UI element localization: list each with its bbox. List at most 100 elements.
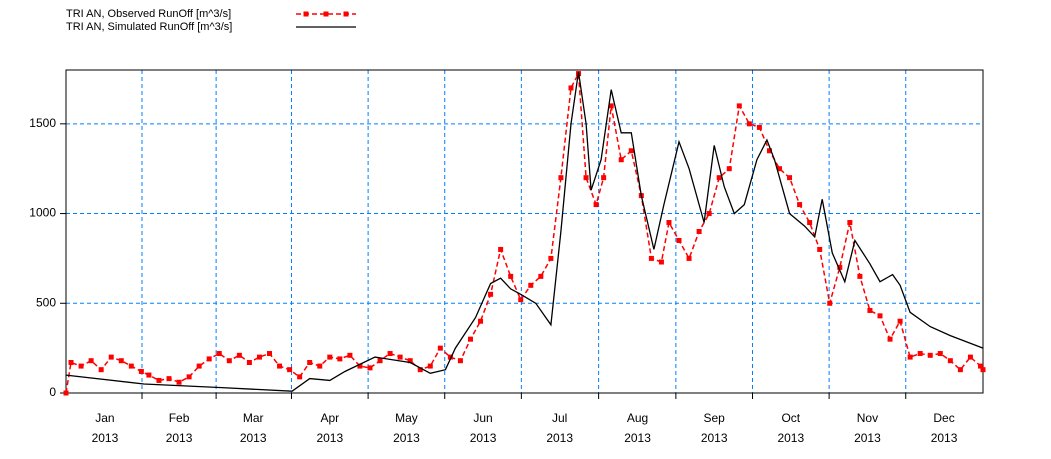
data-point [176,379,182,385]
data-point [787,175,793,181]
y-tick-label: 1500 [29,116,56,130]
data-point [98,367,104,373]
data-point [78,363,84,369]
data-point [756,124,762,130]
data-point [827,300,833,306]
data-point [206,356,212,362]
x-tick-label: Dec 2013 [931,411,958,445]
data-point [877,313,883,319]
data-point [716,175,722,181]
data-point [63,390,69,396]
data-point [807,220,813,226]
x-tick-label: Jul 2013 [546,411,573,445]
data-point [568,85,574,91]
data-point [226,358,232,364]
data-point [427,363,433,369]
data-point [797,202,803,208]
data-point [706,211,712,217]
data-point [498,246,504,252]
y-tick-label: 1000 [29,206,56,220]
data-point [518,297,524,303]
data-point [166,376,172,382]
x-tick-label: Nov 2013 [854,411,881,445]
legend-label: TRI AN, Simulated RunOff [m^3/s] [66,21,232,33]
data-point [457,358,463,364]
data-point [980,367,986,373]
data-point [108,354,114,360]
data-point [337,356,343,362]
data-point [558,175,564,181]
data-point [648,255,654,261]
data-point [357,363,363,369]
data-point [266,351,272,357]
data-point [608,103,614,109]
data-point [236,352,242,358]
data-point [686,255,692,261]
data-point [297,374,303,380]
data-point [676,237,682,243]
data-point [256,354,262,360]
data-point [746,121,752,127]
data-point [317,363,323,369]
data-point [156,377,162,383]
data-point [367,365,373,371]
data-point [277,363,283,369]
data-point [138,368,144,374]
x-tick-label: Jan 2013 [92,411,119,445]
y-tick-label: 0 [49,385,56,399]
data-point [837,264,843,270]
data-point [628,148,634,154]
data-point [658,259,664,265]
data-point [68,359,74,365]
data-point [736,103,742,109]
x-tick-label: May 2013 [393,411,420,445]
data-point [118,358,124,364]
data-point [377,358,383,364]
x-tick-label: Apr 2013 [316,411,343,445]
data-point [977,363,983,369]
x-tick-label: Sep 2013 [701,411,728,445]
data-point [957,367,963,373]
data-point [583,175,589,181]
data-point [478,318,484,324]
data-point [887,336,893,342]
data-point [907,354,913,360]
data-point [508,273,514,279]
data-point [437,345,443,351]
data-point [128,363,134,369]
data-point [867,307,873,313]
data-point [538,273,544,279]
x-tick-label: Aug 2013 [624,411,651,445]
x-tick-label: Feb 2013 [166,411,193,445]
data-point [897,318,903,324]
data-point [407,358,413,364]
x-tick-label: Oct 2013 [777,411,804,445]
data-point [287,367,293,373]
data-point [601,175,607,181]
x-tick-label: Jun 2013 [470,411,497,445]
data-point [246,359,252,365]
data-point [307,359,313,365]
data-point [528,282,534,288]
data-point [967,354,973,360]
data-point [146,372,152,378]
data-point [696,229,702,234]
data-point [857,273,863,279]
data-point [726,166,732,172]
data-point [766,148,772,154]
data-point [488,291,494,297]
data-point [467,336,473,342]
legend-label: TRI AN, Observed RunOff [m^3/s] [66,8,231,20]
data-point [216,351,222,357]
data-point [847,220,853,226]
data-point [666,220,672,226]
legend-marker [343,11,349,17]
plot-frame [65,69,984,394]
data-point [387,351,393,357]
legend-marker [303,11,309,17]
data-point [927,352,933,358]
data-point [593,202,599,208]
data-point [548,255,554,261]
series-line [65,71,984,392]
